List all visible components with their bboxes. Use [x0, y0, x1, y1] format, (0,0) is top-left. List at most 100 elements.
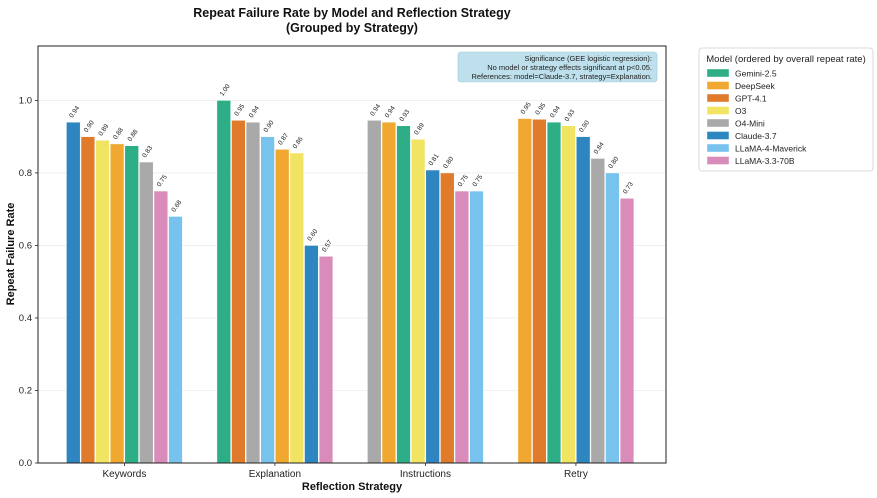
data-label: 0.68	[170, 199, 183, 214]
data-label: 0.90	[263, 119, 276, 134]
y-axis-label: Repeat Failure Rate	[5, 203, 17, 306]
legend-swatch-claude-3-7	[706, 131, 730, 140]
chart-subtitle: (Grouped by Strategy)	[286, 21, 418, 35]
data-label: 1.00	[219, 83, 232, 98]
legend-label: LLaMA-4-Maverick	[735, 144, 807, 154]
significance-annotation: Significance (GEE logistic regression): …	[457, 51, 658, 83]
legend-label: Claude-3.7	[735, 131, 777, 141]
annotation-line-1: Significance (GEE logistic regression):	[524, 54, 652, 63]
legend-items: Gemini-2.5 DeepSeek GPT-4.1 O3 O4-Mini Claude…	[706, 68, 807, 166]
data-label: 0.89	[413, 122, 426, 137]
data-label: 0.94	[549, 105, 562, 120]
y-tick-label: 1.0	[19, 95, 32, 106]
bar-keywords-gpt-4-1	[80, 136, 96, 464]
bar-retry-gemini-2-5	[546, 121, 562, 464]
legend-label: O3	[735, 106, 747, 116]
legend: Model (ordered by overall repeat rate) G…	[698, 47, 874, 172]
data-label: 0.95	[520, 101, 533, 116]
y-tick-label: 0.2	[19, 385, 32, 396]
bar-explanation-gemini-2-5	[216, 100, 231, 464]
bar-instructions-deepseek	[381, 121, 397, 464]
data-label: 0.95	[534, 102, 547, 117]
data-label: 0.89	[97, 123, 110, 138]
data-label: 0.88	[127, 128, 140, 143]
data-label: 0.75	[156, 173, 169, 188]
data-label: 0.95	[233, 103, 246, 118]
data-label: 0.88	[112, 126, 125, 141]
bar-instructions-o3	[410, 138, 426, 464]
data-label: 0.94	[369, 103, 382, 118]
data-label: 0.86	[292, 135, 305, 150]
bar-instructions-gpt-4-1	[440, 172, 455, 464]
annotation-box	[457, 51, 658, 83]
bar-explanation-llama-3-3-70b	[318, 256, 334, 464]
x-axis-label: Reflection Strategy	[302, 481, 403, 493]
data-label: 0.90	[578, 119, 591, 134]
x-tick-label: Keywords	[102, 469, 146, 480]
bar-instructions-llama-4-maverick	[469, 190, 484, 464]
legend-swatch-o3	[706, 106, 730, 115]
bar-explanation-claude-3-7	[304, 245, 319, 464]
bar-retry-gpt-4-1	[532, 118, 547, 464]
legend-title: Model (ordered by overall repeat rate)	[706, 54, 865, 65]
legend-swatch-o4-mini	[706, 118, 730, 128]
annotation-line-3: References: model=Claude-3.7, strategy=E…	[471, 72, 652, 81]
legend-label: Gemini-2.5	[735, 69, 777, 79]
data-label: 0.94	[248, 105, 261, 120]
data-label: 0.93	[564, 108, 577, 123]
legend-label: O4-Mini	[735, 119, 765, 129]
legend-swatch-deepseek	[706, 81, 730, 90]
bar-keywords-o3	[95, 140, 110, 464]
bar-retry-claude-3-7	[576, 136, 591, 464]
bar-keywords-llama-3-3-70b	[153, 190, 169, 464]
data-label: 0.84	[593, 141, 606, 156]
x-categories: Keywords Explanation Instructions Retry	[102, 463, 588, 480]
bar-keywords-o4-mini	[139, 161, 154, 464]
data-label: 0.75	[471, 173, 484, 188]
legend-label: LLaMA-3.3-70B	[735, 156, 795, 166]
bar-explanation-o3	[289, 152, 304, 464]
legend-label: GPT-4.1	[735, 94, 767, 104]
data-label: 0.75	[457, 173, 470, 188]
data-label: 0.83	[141, 144, 154, 159]
bar-keywords-claude-3-7	[66, 121, 81, 464]
legend-swatch-gemini-2-5	[706, 68, 730, 78]
bar-explanation-gpt-4-1	[231, 120, 246, 464]
data-label: 0.94	[68, 105, 81, 120]
chart-title: Repeat Failure Rate by Model and Reflect…	[193, 6, 510, 20]
x-tick-label: Explanation	[249, 469, 301, 480]
bar-keywords-deepseek	[109, 143, 125, 464]
bar-retry-o3	[561, 125, 576, 464]
data-label: 0.57	[321, 239, 334, 254]
y-tick-label: 0.4	[19, 313, 32, 324]
data-label: 0.73	[622, 181, 635, 196]
data-label: 0.81	[428, 152, 441, 167]
bar-explanation-o4-mini	[245, 121, 261, 464]
legend-box	[698, 47, 874, 172]
bar-instructions-llama-3-3-70b	[454, 190, 470, 464]
y-tick-label: 0.8	[19, 168, 32, 179]
bar-explanation-llama-4-maverick	[260, 136, 275, 464]
annotation-line-2: No model or strategy effects significant…	[487, 63, 652, 72]
bar-retry-o4-mini	[590, 158, 605, 464]
legend-swatch-llama-4-maverick	[706, 143, 730, 153]
data-label: 0.80	[442, 155, 455, 170]
bar-keywords-gemini-2-5	[124, 145, 139, 464]
x-tick-label: Instructions	[400, 469, 451, 480]
y-ticks: 0.0 0.2 0.4 0.6 0.8 1.0	[19, 95, 38, 469]
bar-instructions-gemini-2-5	[396, 125, 411, 464]
data-label: 0.87	[277, 132, 290, 147]
bar-instructions-o4-mini	[367, 120, 382, 464]
plot-frame	[37, 45, 667, 464]
data-label: 0.93	[398, 108, 411, 123]
data-label: 0.60	[306, 228, 319, 243]
bar-explanation-deepseek	[275, 149, 290, 464]
legend-label: DeepSeek	[735, 81, 775, 91]
data-label: 0.90	[83, 119, 96, 134]
bars-layer	[66, 100, 635, 464]
bar-retry-llama-3-3-70b	[619, 198, 635, 464]
data-label: 0.94	[384, 105, 397, 120]
legend-swatch-gpt-4-1	[706, 93, 730, 103]
bar-instructions-claude-3-7	[425, 169, 440, 464]
